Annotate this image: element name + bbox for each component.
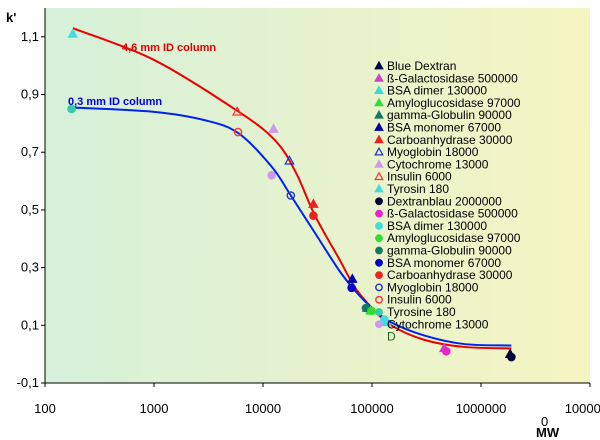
data-point-insulin-s1 bbox=[233, 127, 243, 137]
data-point-insulin-s0 bbox=[231, 106, 243, 116]
data-point-dextranblau-s1 bbox=[507, 352, 516, 362]
legend-marker bbox=[374, 73, 384, 82]
legend-marker bbox=[375, 234, 383, 243]
y-tick-label: 0,5 bbox=[21, 202, 39, 217]
x-tick-label: 10000 bbox=[245, 401, 281, 416]
legend-marker bbox=[375, 209, 383, 218]
data-point-cytochrome-s1 bbox=[267, 171, 276, 180]
data-point-bsa-monomer-s1 bbox=[347, 283, 356, 293]
legend-label: Amyloglucosidase 97000 bbox=[387, 96, 521, 110]
x-tick-label: 100000 bbox=[350, 401, 393, 416]
legend-marker bbox=[375, 246, 383, 255]
legend-label: Cytochrome 13000 bbox=[387, 317, 489, 331]
series-label-03mm: 0,3 mm ID column bbox=[68, 96, 162, 108]
y-tick-label: 1,1 bbox=[21, 29, 39, 44]
legend-label: Cytochrome 13000 bbox=[387, 157, 489, 171]
legend-marker bbox=[374, 171, 384, 181]
plot-area bbox=[45, 8, 590, 383]
legend-label: BSA monomer 67000 bbox=[387, 121, 501, 135]
x-tick-label: 1000000 bbox=[456, 401, 507, 416]
x-tick-extra: 0 bbox=[541, 414, 548, 429]
fit-curve-1 bbox=[72, 106, 512, 347]
data-point-amyloglucosidase-s1 bbox=[367, 306, 376, 316]
legend-label: Blue Dextran bbox=[387, 59, 456, 73]
x-tick-label: 1000 bbox=[140, 401, 169, 416]
legend-label: ß-Galactosidase 500000 bbox=[387, 207, 518, 221]
legend-label: Myoglobin 18000 bbox=[387, 280, 479, 294]
legend-label: gamma-Globulin 90000 bbox=[387, 108, 512, 122]
y-tick-label: 0,1 bbox=[21, 317, 39, 332]
x-axis-title: MW bbox=[536, 425, 560, 440]
x-tick-label: 1000000 bbox=[565, 401, 600, 416]
legend-label: Dextranblau 2000000 bbox=[387, 194, 502, 208]
y-tick-label: -0,1 bbox=[17, 375, 39, 390]
legend-marker bbox=[374, 60, 384, 70]
legend-marker bbox=[374, 183, 384, 193]
legend-marker bbox=[374, 109, 384, 119]
legend-marker bbox=[375, 271, 383, 279]
legend-label: gamma-Globulin 90000 bbox=[387, 244, 512, 258]
legend-label: Insulin 6000 bbox=[387, 293, 452, 307]
legend-trailing-label: D bbox=[387, 330, 396, 344]
data-point-carboanhydrase-s1 bbox=[309, 211, 318, 220]
legend-label: BSA dimer 130000 bbox=[387, 219, 487, 233]
legend-label: Tyrosin 180 bbox=[387, 182, 449, 196]
data-point-bsa-monomer-s0 bbox=[347, 273, 358, 283]
legend-label: Insulin 6000 bbox=[387, 170, 452, 184]
data-point-myoglobin-s0 bbox=[284, 155, 295, 165]
legend-marker bbox=[374, 85, 384, 95]
legend-marker bbox=[375, 320, 383, 329]
data-point-bsa-dimer-s1 bbox=[380, 315, 389, 324]
legend-label: BSA dimer 130000 bbox=[387, 84, 487, 98]
data-point--galactosidase-s1 bbox=[441, 346, 451, 356]
legend-marker bbox=[374, 122, 384, 131]
data-points bbox=[67, 28, 516, 362]
legend-marker bbox=[375, 197, 383, 206]
data-point-tyrosin-s0 bbox=[67, 28, 79, 38]
legend-marker bbox=[374, 159, 384, 168]
legend-marker bbox=[374, 97, 384, 107]
legend-label: Amyloglucosidase 97000 bbox=[387, 231, 521, 245]
legend-label: BSA monomer 67000 bbox=[387, 256, 501, 270]
legend-marker bbox=[375, 258, 383, 267]
legend-label: Myoglobin 18000 bbox=[387, 145, 479, 159]
legend-label: Tyrosine 180 bbox=[387, 305, 456, 319]
legend-marker bbox=[374, 134, 384, 144]
data-point-cytochrome-s0 bbox=[268, 123, 279, 133]
y-tick-label: 0,9 bbox=[21, 87, 39, 102]
data-point-myoglobin-s1 bbox=[286, 191, 296, 200]
data-point-carboanhydrase-s0 bbox=[308, 198, 319, 208]
legend-label: Carboanhydrase 30000 bbox=[387, 268, 513, 282]
legend-marker bbox=[375, 221, 383, 230]
legend-marker bbox=[375, 283, 383, 292]
y-tick-label: 0,3 bbox=[21, 260, 39, 275]
fit-curve-0 bbox=[72, 27, 512, 350]
y-axis-title: k' bbox=[6, 10, 16, 25]
fit-curves bbox=[72, 27, 512, 350]
data-point-tyrosine-s1 bbox=[67, 104, 76, 114]
x-tick-label: 100 bbox=[34, 401, 56, 416]
axes: -0,1 0,1 0,3 0,5 0,7 0,9 1,1 100 1000 10000 100000… bbox=[17, 8, 600, 416]
legend-label: ß-Galactosidase 500000 bbox=[387, 71, 518, 85]
legend-marker bbox=[375, 295, 383, 304]
series-label-46mm: 4,6 mm ID column bbox=[122, 42, 216, 54]
legend-marker bbox=[374, 146, 384, 156]
legend-label: Carboanhydrase 30000 bbox=[387, 133, 513, 147]
y-tick-label: 0,7 bbox=[21, 144, 39, 159]
legend-marker bbox=[375, 308, 383, 316]
